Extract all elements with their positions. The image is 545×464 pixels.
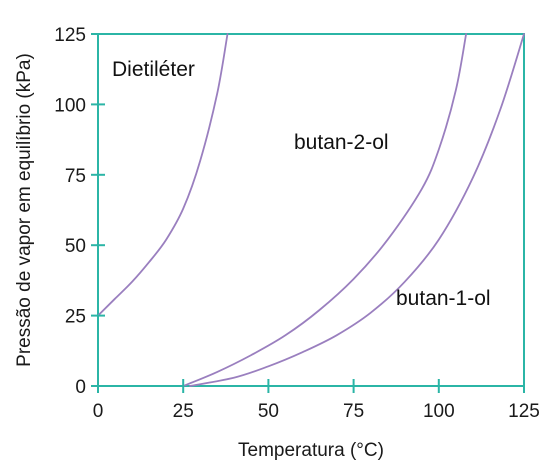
y-tick-label: 100 (54, 95, 86, 116)
x-tick-label: 25 (173, 401, 194, 422)
x-tick-label: 125 (508, 401, 540, 422)
series-line-butan-1-ol (189, 33, 525, 387)
x-tick-label: 50 (258, 401, 279, 422)
plot-frame (97, 33, 525, 387)
y-tick-label: 25 (65, 307, 86, 328)
y-tick-label: 125 (54, 25, 86, 46)
y-tick-label: 75 (65, 166, 86, 187)
series-line-butan-2-ol (182, 33, 467, 387)
x-tick-label: 0 (93, 401, 104, 422)
series-label-butan-1-ol: butan-1-ol (396, 287, 491, 310)
y-axis-label: Pressão de vapor em equilíbrio (kPa) (14, 53, 35, 367)
x-axis-label: Temperatura (°C) (238, 440, 384, 461)
series-group (97, 33, 525, 387)
tick-group: 0 25 50 75 100 125 0 25 50 75 100 125 (54, 25, 540, 422)
y-tick-label: 50 (65, 236, 86, 257)
plot-frame-group (97, 33, 525, 387)
series-label-butan-2-ol: butan-2-ol (294, 131, 389, 154)
series-label-dietileter: Dietiléter (112, 58, 195, 81)
series-line-dietileter (97, 33, 229, 317)
x-tick-label: 100 (423, 401, 455, 422)
y-tick-label: 0 (75, 377, 86, 398)
x-tick-label: 75 (343, 401, 364, 422)
